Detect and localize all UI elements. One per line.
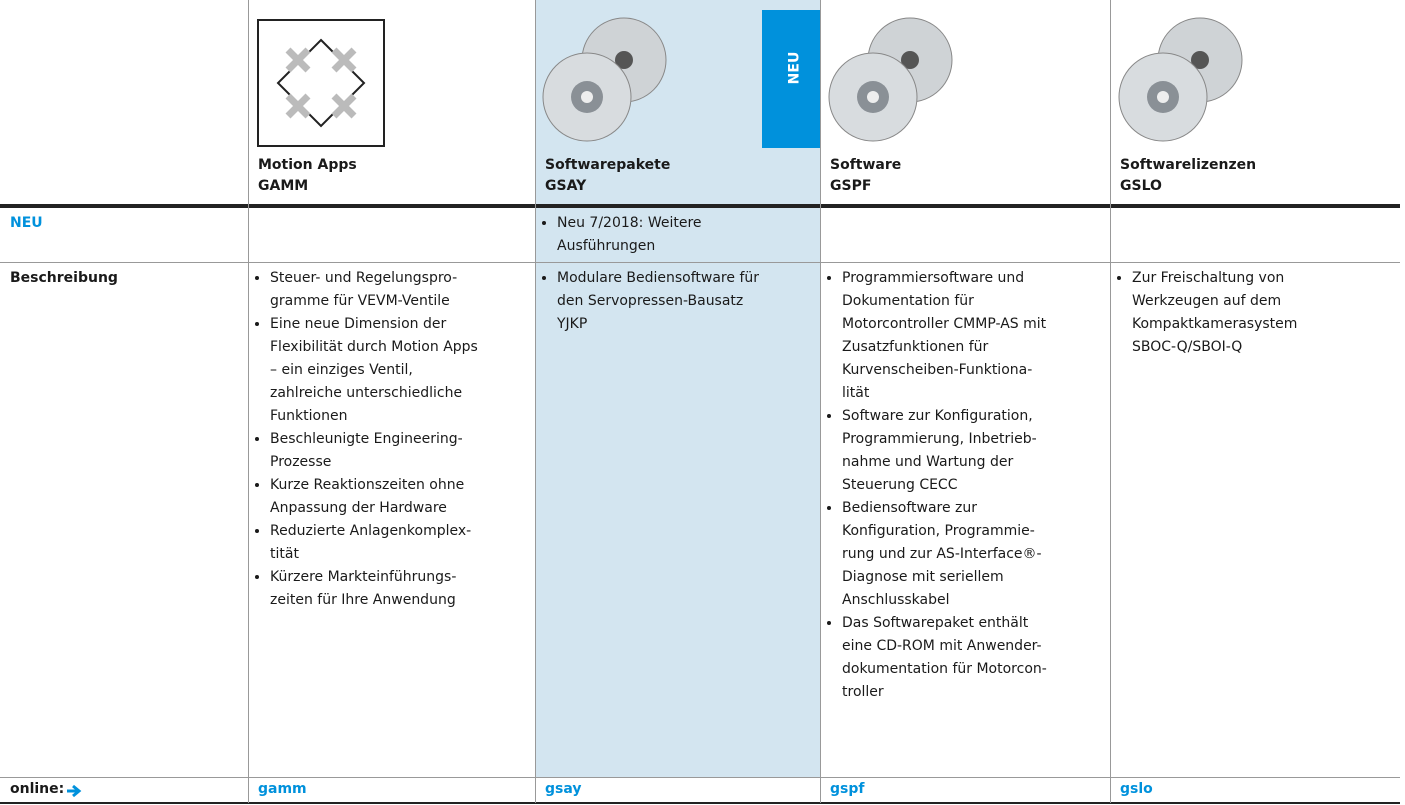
bullet-item: Zur Freischaltung von Werkzeugen auf dem K… bbox=[1132, 267, 1297, 359]
row-label: NEU bbox=[10, 215, 43, 231]
bullet-item: Software zur Konfiguration, Programmierun… bbox=[842, 405, 1047, 497]
bullet-item: Das Softwarepaket enthält eine CD-ROM mit… bbox=[842, 612, 1047, 704]
text-line: gramme für VEVM-Ventile bbox=[270, 293, 450, 309]
text-line: den Servopressen-Bausatz bbox=[557, 293, 744, 309]
product-code: GSLO bbox=[1120, 178, 1162, 194]
icon-cd bbox=[828, 17, 953, 142]
text-line: Prozesse bbox=[270, 454, 332, 470]
footer-rule bbox=[0, 802, 1400, 804]
row-label: online: bbox=[10, 781, 65, 797]
link[interactable]: gslo bbox=[1120, 781, 1153, 797]
row-label: Beschreibung bbox=[10, 270, 118, 286]
badge-text: NEU bbox=[786, 51, 803, 85]
text-line: Werkzeugen auf dem bbox=[1132, 293, 1282, 309]
column-rule bbox=[820, 0, 821, 803]
text-line: troller bbox=[842, 684, 884, 700]
arrow-icon bbox=[67, 784, 82, 798]
text-line: tität bbox=[270, 546, 299, 562]
bullet-item: Bediensoftware zur Konfiguration, Program… bbox=[842, 497, 1047, 612]
text-line: zahlreiche unterschiedliche bbox=[270, 385, 463, 401]
bullet-item: Kürzere Markteinführungs-zeiten für Ihre… bbox=[270, 566, 478, 612]
text-line: Dokumentation für bbox=[842, 293, 974, 309]
product-code: GAMM bbox=[258, 178, 309, 194]
text-line: Kompaktkamerasystem bbox=[1132, 316, 1298, 332]
icon-motion-apps bbox=[257, 19, 385, 147]
bullet-item: Reduzierte Anlagenkomplex-tität bbox=[270, 520, 478, 566]
icon-cd bbox=[542, 17, 667, 142]
row-rule bbox=[0, 777, 1400, 778]
row-rule bbox=[0, 262, 1400, 263]
column-rule bbox=[1110, 0, 1111, 803]
bullet-item: Neu 7/2018: Weitere Ausführungen bbox=[557, 212, 702, 258]
column-rule bbox=[535, 0, 536, 803]
text-line: Anpassung der Hardware bbox=[270, 500, 447, 516]
product-name: Software bbox=[830, 157, 902, 173]
bullet-list: Steuer- und Regelungspro-gramme für VEVM… bbox=[256, 267, 478, 612]
text-line: Modulare Bediensoftware für bbox=[557, 270, 759, 286]
header-rule bbox=[0, 204, 1400, 208]
text-line: Flexibilität durch Motion Apps bbox=[270, 339, 478, 355]
text-line: Steuer- und Regelungspro- bbox=[270, 270, 458, 286]
text-line: eine CD-ROM mit Anwender- bbox=[842, 638, 1042, 654]
text-line: Reduzierte Anlagenkomplex- bbox=[270, 523, 472, 539]
text-line: Diagnose mit seriellem bbox=[842, 569, 1004, 585]
bullet-list: Programmiersoftware und Dokumentation für… bbox=[828, 267, 1047, 704]
bullet-item: Beschleunigte Engineering- Prozesse bbox=[270, 428, 478, 474]
product-name: Motion Apps bbox=[258, 157, 357, 173]
product-code: GSAY bbox=[545, 178, 587, 194]
text-line: Das Softwarepaket enthält bbox=[842, 615, 1029, 631]
text-line: rung und zur AS-Interface®- bbox=[842, 546, 1042, 562]
icon-cd bbox=[1118, 17, 1243, 142]
text-line: zeiten für Ihre Anwendung bbox=[270, 592, 456, 608]
text-line: nahme und Wartung der bbox=[842, 454, 1014, 470]
text-line: Kürzere Markteinführungs- bbox=[270, 569, 457, 585]
link[interactable]: gspf bbox=[830, 781, 865, 797]
text-line: YJKP bbox=[557, 316, 588, 332]
text-line: Bediensoftware zur bbox=[842, 500, 978, 516]
product-name: Softwarelizenzen bbox=[1120, 157, 1257, 173]
text-line: Konfiguration, Programmie- bbox=[842, 523, 1035, 539]
bullet-item: Eine neue Dimension der Flexibilität durc… bbox=[270, 313, 478, 428]
text-line: Funktionen bbox=[270, 408, 348, 424]
text-line: Eine neue Dimension der bbox=[270, 316, 447, 332]
text-line: lität bbox=[842, 385, 870, 401]
bullet-item: Programmiersoftware und Dokumentation für… bbox=[842, 267, 1047, 405]
column-rule bbox=[248, 0, 249, 803]
bullet-item: Steuer- und Regelungspro-gramme für VEVM… bbox=[270, 267, 478, 313]
bullet-item: Kurze Reaktionszeiten ohne Anpassung der … bbox=[270, 474, 478, 520]
product-name: Softwarepakete bbox=[545, 157, 671, 173]
text-line: Kurze Reaktionszeiten ohne bbox=[270, 477, 465, 493]
text-line: SBOC-Q/SBOI-Q bbox=[1132, 339, 1243, 355]
text-line: Neu 7/2018: Weitere bbox=[557, 215, 702, 231]
text-line: dokumentation für Motorcon- bbox=[842, 661, 1047, 677]
text-line: Anschlusskabel bbox=[842, 592, 950, 608]
bullet-list: Neu 7/2018: Weitere Ausführungen bbox=[543, 212, 702, 258]
text-line: – ein einziges Ventil, bbox=[270, 362, 413, 378]
bullet-item: Modulare Bediensoftware für den Servopres… bbox=[557, 267, 759, 336]
text-line: Zusatzfunktionen für bbox=[842, 339, 989, 355]
text-line: Ausführungen bbox=[557, 238, 656, 254]
text-line: Motorcontroller CMMP-AS mit bbox=[842, 316, 1047, 332]
product-code: GSPF bbox=[830, 178, 872, 194]
text-line: Programmierung, Inbetrieb- bbox=[842, 431, 1037, 447]
bullet-list: Modulare Bediensoftware für den Servopres… bbox=[543, 267, 759, 336]
text-line: Kurvenscheiben-Funktiona- bbox=[842, 362, 1033, 378]
text-line: Programmiersoftware und bbox=[842, 270, 1025, 286]
text-line: Steuerung CECC bbox=[842, 477, 958, 493]
badge: NEU bbox=[762, 10, 820, 148]
bullet-list: Zur Freischaltung von Werkzeugen auf dem K… bbox=[1118, 267, 1297, 359]
text-line: Zur Freischaltung von bbox=[1132, 270, 1285, 286]
text-line: Software zur Konfiguration, bbox=[842, 408, 1033, 424]
text-line: Beschleunigte Engineering- bbox=[270, 431, 463, 447]
link[interactable]: gamm bbox=[258, 781, 307, 797]
link[interactable]: gsay bbox=[545, 781, 582, 797]
